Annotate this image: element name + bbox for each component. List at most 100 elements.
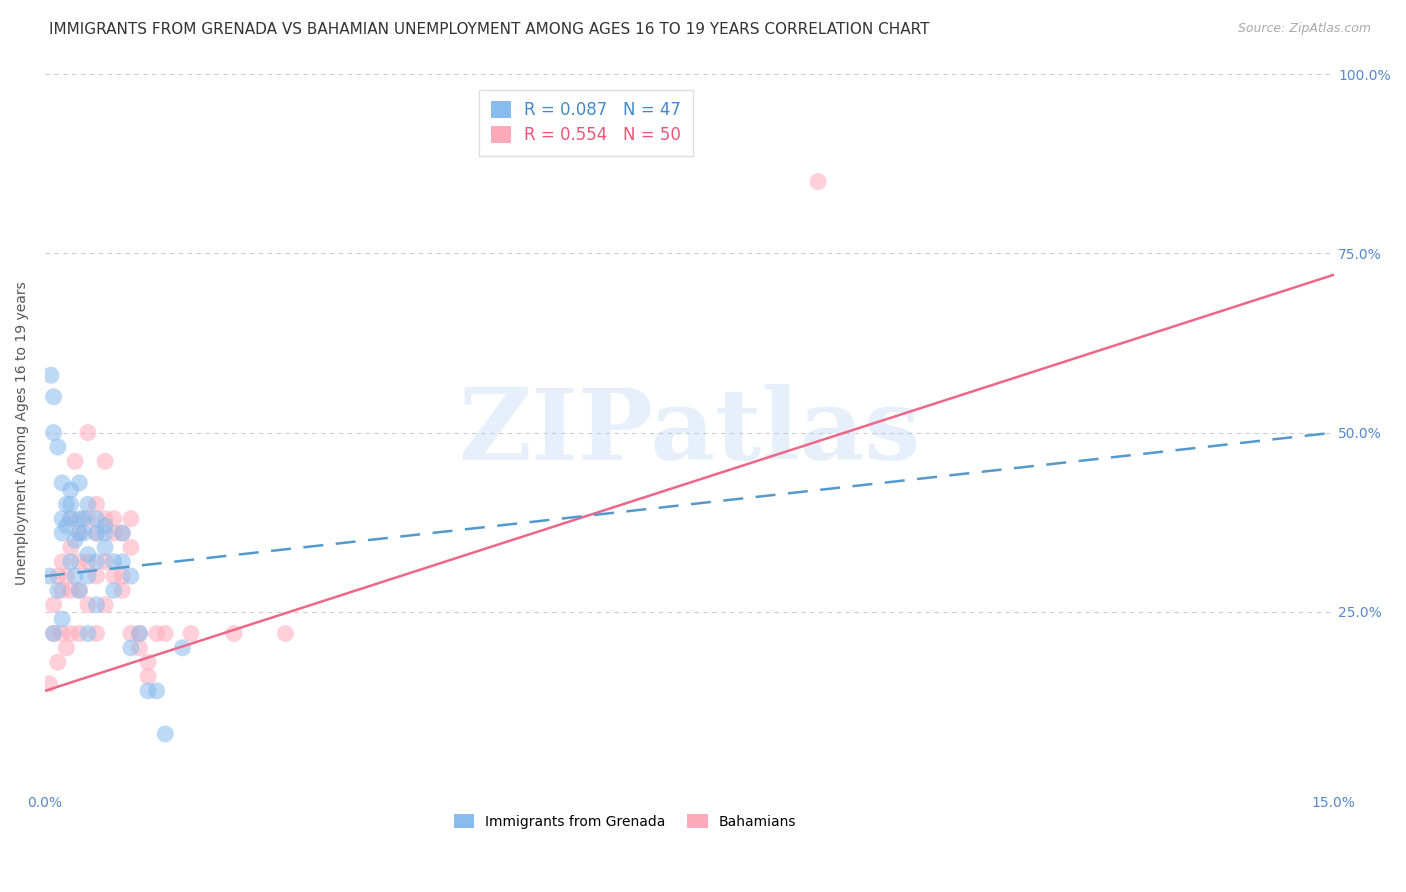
Point bbox=[94, 526, 117, 541]
Point bbox=[155, 727, 177, 741]
Point bbox=[63, 533, 86, 548]
Point bbox=[86, 526, 108, 541]
Point bbox=[155, 626, 177, 640]
Point bbox=[67, 475, 90, 490]
Point bbox=[59, 626, 82, 640]
Point bbox=[51, 555, 73, 569]
Point bbox=[63, 569, 86, 583]
Point bbox=[77, 497, 100, 511]
Point bbox=[86, 626, 108, 640]
Point bbox=[94, 541, 117, 555]
Point bbox=[72, 526, 94, 541]
Point bbox=[39, 368, 62, 383]
Point bbox=[86, 555, 108, 569]
Point bbox=[103, 555, 125, 569]
Point bbox=[120, 640, 142, 655]
Point bbox=[145, 683, 167, 698]
Point bbox=[46, 569, 69, 583]
Point bbox=[120, 541, 142, 555]
Point bbox=[77, 569, 100, 583]
Point bbox=[94, 454, 117, 468]
Point bbox=[59, 483, 82, 497]
Point bbox=[172, 640, 194, 655]
Point bbox=[77, 598, 100, 612]
Point bbox=[222, 626, 245, 640]
Point bbox=[77, 548, 100, 562]
Point bbox=[55, 497, 77, 511]
Point bbox=[86, 598, 108, 612]
Point bbox=[86, 569, 108, 583]
Point bbox=[86, 512, 108, 526]
Point bbox=[111, 555, 134, 569]
Point bbox=[51, 526, 73, 541]
Point bbox=[86, 526, 108, 541]
Y-axis label: Unemployment Among Ages 16 to 19 years: Unemployment Among Ages 16 to 19 years bbox=[15, 281, 30, 584]
Point bbox=[103, 569, 125, 583]
Point bbox=[55, 640, 77, 655]
Point bbox=[51, 626, 73, 640]
Point bbox=[63, 454, 86, 468]
Point bbox=[59, 583, 82, 598]
Point bbox=[67, 526, 90, 541]
Point bbox=[72, 512, 94, 526]
Point bbox=[807, 175, 830, 189]
Point bbox=[111, 526, 134, 541]
Point bbox=[94, 598, 117, 612]
Point bbox=[120, 569, 142, 583]
Point bbox=[94, 555, 117, 569]
Point bbox=[55, 519, 77, 533]
Point bbox=[67, 583, 90, 598]
Point bbox=[51, 612, 73, 626]
Point bbox=[38, 569, 60, 583]
Point bbox=[145, 626, 167, 640]
Text: Source: ZipAtlas.com: Source: ZipAtlas.com bbox=[1237, 22, 1371, 36]
Point bbox=[67, 583, 90, 598]
Point bbox=[42, 626, 65, 640]
Point bbox=[67, 526, 90, 541]
Point bbox=[67, 512, 90, 526]
Point bbox=[46, 655, 69, 669]
Point bbox=[103, 583, 125, 598]
Point bbox=[86, 497, 108, 511]
Point bbox=[94, 519, 117, 533]
Point bbox=[136, 683, 159, 698]
Point bbox=[77, 512, 100, 526]
Legend: Immigrants from Grenada, Bahamians: Immigrants from Grenada, Bahamians bbox=[449, 809, 801, 835]
Point bbox=[59, 497, 82, 511]
Point bbox=[103, 526, 125, 541]
Point bbox=[111, 526, 134, 541]
Point bbox=[38, 676, 60, 690]
Point bbox=[51, 475, 73, 490]
Point bbox=[59, 512, 82, 526]
Point bbox=[180, 626, 202, 640]
Text: ZIPatlas: ZIPatlas bbox=[458, 384, 921, 481]
Point bbox=[128, 626, 150, 640]
Point bbox=[103, 512, 125, 526]
Point bbox=[42, 598, 65, 612]
Point bbox=[274, 626, 297, 640]
Point bbox=[59, 541, 82, 555]
Point bbox=[59, 555, 82, 569]
Point bbox=[136, 655, 159, 669]
Point bbox=[136, 669, 159, 683]
Text: IMMIGRANTS FROM GRENADA VS BAHAMIAN UNEMPLOYMENT AMONG AGES 16 TO 19 YEARS CORRE: IMMIGRANTS FROM GRENADA VS BAHAMIAN UNEM… bbox=[49, 22, 929, 37]
Point bbox=[111, 583, 134, 598]
Point bbox=[59, 512, 82, 526]
Point bbox=[111, 569, 134, 583]
Point bbox=[42, 626, 65, 640]
Point bbox=[77, 555, 100, 569]
Point bbox=[120, 512, 142, 526]
Point bbox=[51, 512, 73, 526]
Point bbox=[55, 569, 77, 583]
Point bbox=[128, 626, 150, 640]
Point bbox=[42, 425, 65, 440]
Point bbox=[128, 640, 150, 655]
Point bbox=[77, 626, 100, 640]
Point bbox=[67, 555, 90, 569]
Point bbox=[46, 440, 69, 454]
Point bbox=[51, 583, 73, 598]
Point bbox=[67, 626, 90, 640]
Point bbox=[120, 626, 142, 640]
Point bbox=[94, 512, 117, 526]
Point bbox=[46, 583, 69, 598]
